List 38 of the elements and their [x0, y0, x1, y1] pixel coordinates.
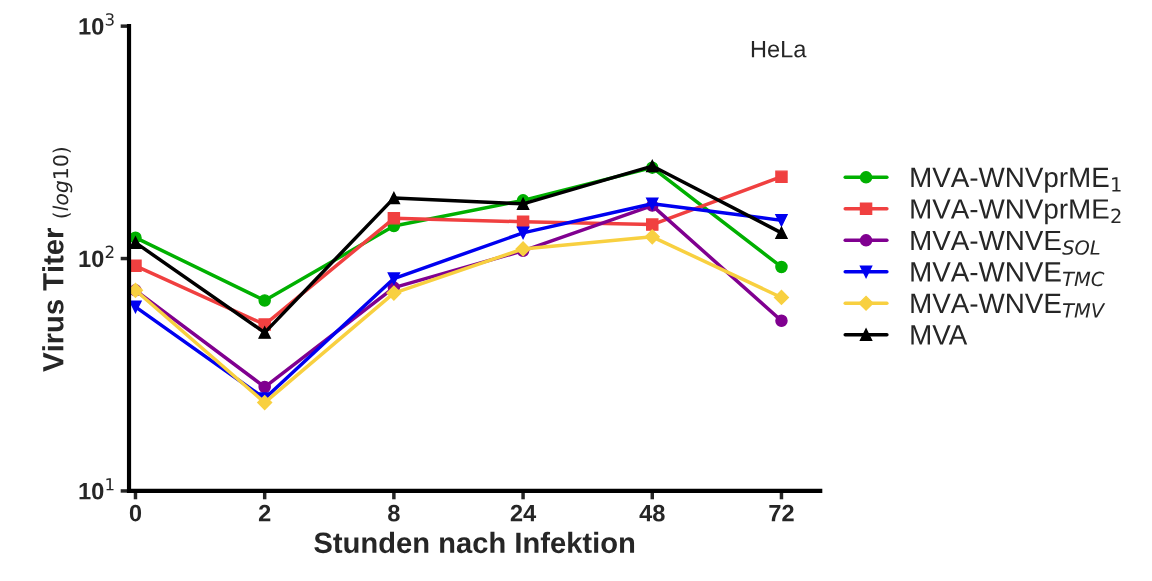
point	[646, 218, 659, 231]
legend-label: MVA-WNVE$_{SOL}$	[911, 230, 1100, 255]
legend-label: MVA-WNVE$_{TMC}$	[911, 262, 1105, 287]
legend-label: MVA-WNVprME$_{1}$	[911, 167, 1121, 193]
point	[386, 285, 402, 301]
y-tick-label: 10$^{2}$	[79, 245, 114, 268]
point	[257, 395, 273, 411]
y-tick-label: 10$^{3}$	[79, 13, 114, 35]
x-tick-label: 8	[388, 504, 400, 522]
x-axis-title: Stunden nach Infektion	[314, 531, 635, 554]
x-tick-label: 2	[258, 504, 271, 522]
point	[516, 215, 530, 228]
legend-label: MVA-WNVprME$_{2}$	[911, 199, 1121, 225]
point	[775, 170, 788, 183]
point	[644, 229, 660, 245]
x-tick-label: 48	[639, 504, 665, 522]
point	[516, 226, 530, 240]
point	[258, 294, 271, 307]
x-tick-label: 0	[129, 504, 142, 522]
y-tick-label: 10$^{1}$	[79, 478, 114, 500]
point	[258, 326, 271, 339]
x-tick-label: 24	[510, 504, 537, 522]
point	[516, 197, 530, 211]
legend-label: MVA	[911, 325, 968, 345]
annotation: HeLa	[751, 40, 807, 58]
point	[387, 191, 401, 205]
point	[775, 314, 788, 327]
point	[775, 226, 788, 240]
y-axis-title: Virus Titer $_{(log10)}$	[42, 147, 73, 372]
point	[775, 260, 788, 274]
point	[387, 272, 401, 285]
point	[775, 214, 788, 227]
point	[129, 300, 142, 314]
point	[387, 212, 401, 225]
point	[773, 289, 790, 306]
x-tick-label: 72	[769, 504, 794, 522]
point	[258, 380, 271, 394]
legend-label: MVA-WNVE$_{TMV}$	[911, 293, 1106, 318]
